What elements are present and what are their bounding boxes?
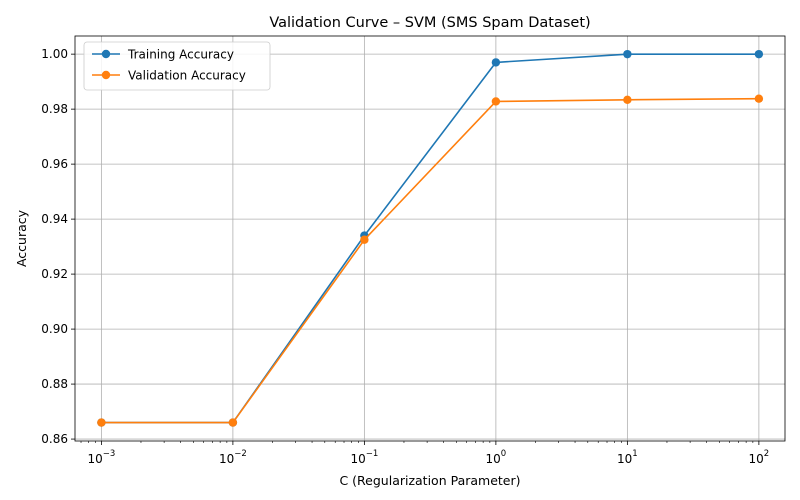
x-tick-label-exponent: 0	[501, 449, 506, 459]
y-tick-label: 0.94	[41, 212, 68, 226]
data-point	[228, 418, 238, 427]
x-tick-label-base: 10	[486, 452, 501, 466]
x-tick-label-exponent: −3	[103, 449, 116, 459]
data-point	[360, 235, 369, 244]
x-tick-label-base: 10	[749, 452, 764, 466]
y-tick-label: 1.00	[41, 47, 68, 61]
x-tick-label-exponent: −2	[234, 449, 247, 459]
x-tick-label: 100	[486, 449, 507, 466]
y-tick-label: 0.86	[41, 432, 68, 446]
data-point	[623, 95, 632, 104]
x-tick-label-exponent: 1	[632, 449, 637, 459]
plot-frame	[74, 35, 786, 442]
x-tick-label-base: 10	[350, 452, 365, 466]
data-point	[491, 58, 501, 67]
x-tick-label: 10−3	[87, 449, 115, 466]
x-tick-label-exponent: −1	[366, 449, 379, 459]
data-point	[623, 49, 632, 59]
grid	[75, 36, 785, 441]
axes: 10−3 10−2 10−1 100 101 1020.860.880.900.920.9…	[41, 47, 769, 466]
legend-box	[83, 41, 271, 91]
x-tick-label: 101	[617, 449, 638, 466]
legend-swatch-marker	[101, 49, 111, 59]
x-tick-label: 10−2	[219, 449, 247, 466]
x-tick-label-base: 10	[617, 452, 632, 466]
series-layer	[97, 49, 764, 427]
series-line	[101, 97, 759, 424]
legend-label: Validation Accuracy	[128, 68, 246, 82]
chart-title: Validation Curve – SVM (SMS Spam Dataset…	[269, 15, 590, 31]
x-tick-label: 10−1	[350, 449, 378, 466]
legend-swatch-marker	[101, 70, 111, 80]
x-axis-label: C (Regularization Parameter)	[339, 473, 520, 488]
y-tick-label: 0.98	[41, 102, 68, 116]
data-point	[754, 49, 764, 59]
legend: Training Accuracy Validation Accuracy	[83, 41, 271, 91]
y-tick-label: 0.90	[41, 322, 68, 336]
y-tick-label: 0.92	[41, 267, 68, 281]
y-tick-label: 0.88	[41, 377, 68, 391]
x-tick-label-base: 10	[87, 452, 102, 466]
y-axis-label: Accuracy	[14, 209, 29, 267]
x-tick-label-exponent: 2	[764, 449, 769, 459]
x-tick-label-base: 10	[219, 452, 234, 466]
legend-label: Training Accuracy	[127, 47, 234, 61]
data-point	[97, 418, 106, 427]
x-tick-label: 102	[749, 449, 770, 466]
data-point	[491, 97, 501, 106]
y-tick-label: 0.96	[41, 157, 68, 171]
data-point	[754, 94, 764, 103]
